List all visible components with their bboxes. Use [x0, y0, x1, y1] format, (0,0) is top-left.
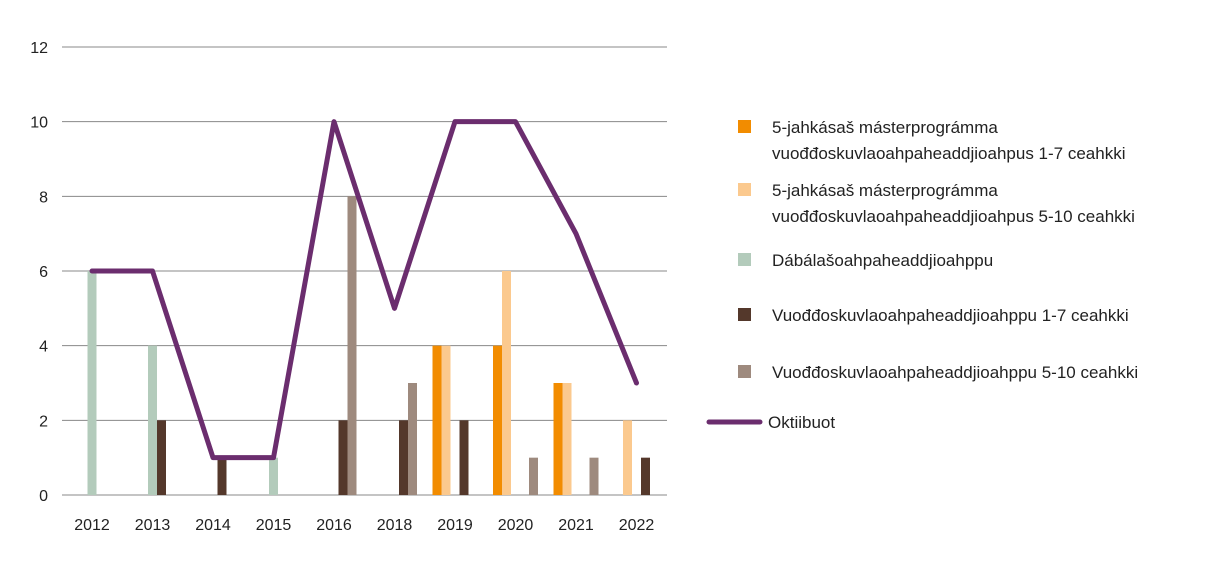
- y-tick-label: 6: [39, 264, 48, 281]
- legend-swatch: [738, 253, 751, 266]
- bar: [148, 346, 157, 495]
- bar: [493, 346, 502, 495]
- bar: [442, 346, 451, 495]
- legend-item: Vuođđoskuvlaoahpaheaddjioahppu 1-7 ceahk…: [738, 306, 1129, 325]
- bar: [269, 458, 278, 495]
- legend-item: Vuođđoskuvlaoahpaheaddjioahppu 5-10 ceah…: [738, 363, 1138, 382]
- x-tick-label: 2012: [74, 517, 110, 534]
- x-tick-label: 2015: [256, 517, 292, 534]
- legend-swatch: [738, 183, 751, 196]
- legend-swatch: [738, 365, 751, 378]
- x-tick-label: 2016: [316, 517, 352, 534]
- legend-label: Vuođđoskuvlaoahpaheaddjioahppu 1-7 ceahk…: [772, 306, 1129, 325]
- bar: [502, 271, 511, 495]
- bar: [590, 458, 599, 495]
- legend-swatch: [738, 120, 751, 133]
- legend-label: Vuođđoskuvlaoahpaheaddjioahppu 5-10 ceah…: [772, 363, 1138, 382]
- bar: [563, 383, 572, 495]
- legend-item: 5-jahkásaš másterprográmma vuođđoskuvlaoa…: [738, 181, 1135, 226]
- x-tick-label: 2021: [558, 517, 594, 534]
- y-tick-label: 2: [39, 413, 48, 430]
- bar: [408, 383, 417, 495]
- bar: [348, 196, 357, 495]
- bar: [88, 271, 97, 495]
- legend-label: vuođđoskuvlaoahpaheaddjioahpus 1-7 ceahk…: [772, 144, 1126, 163]
- bar: [399, 420, 408, 495]
- legend-swatch: [738, 308, 751, 321]
- x-tick-label: 2014: [195, 517, 231, 534]
- x-tick-label: 2013: [135, 517, 171, 534]
- bar: [433, 346, 442, 495]
- legend: 5-jahkásaš másterprográmma vuođđoskuvlaoa…: [709, 118, 1138, 432]
- x-tick-label: 2018: [377, 517, 413, 534]
- legend-item: Oktiibuot: [709, 413, 835, 432]
- y-tick-label: 8: [39, 189, 48, 206]
- legend-item: 5-jahkásaš másterprográmma vuođđoskuvlaoa…: [738, 118, 1126, 163]
- x-tick-label: 2019: [437, 517, 473, 534]
- legend-label: Oktiibuot: [768, 413, 835, 432]
- bar: [529, 458, 538, 495]
- legend-label: vuođđoskuvlaoahpaheaddjioahpus 5-10 ceah…: [772, 207, 1135, 226]
- y-tick-label: 4: [39, 339, 48, 356]
- bar: [157, 420, 166, 495]
- legend-item: Dábálašoahpaheaddjioahppu: [738, 251, 993, 270]
- x-tick-label: 2020: [498, 517, 534, 534]
- x-tick-label: 2022: [619, 517, 655, 534]
- bar: [641, 458, 650, 495]
- legend-label: Dábálašoahpaheaddjioahppu: [772, 251, 993, 270]
- legend-label: 5-jahkásaš másterprográmma: [772, 181, 998, 200]
- bar: [460, 420, 469, 495]
- y-tick-label: 10: [30, 115, 48, 132]
- y-tick-label: 12: [30, 40, 48, 57]
- bar: [554, 383, 563, 495]
- bar: [218, 458, 227, 495]
- legend-label: 5-jahkásaš másterprográmma: [772, 118, 998, 137]
- bar: [339, 420, 348, 495]
- y-tick-label: 0: [39, 488, 48, 505]
- bar: [623, 420, 632, 495]
